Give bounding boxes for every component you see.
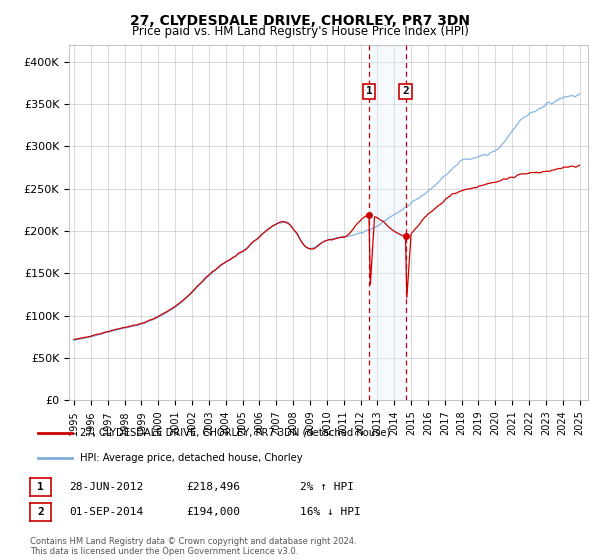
Text: This data is licensed under the Open Government Licence v3.0.: This data is licensed under the Open Gov… bbox=[30, 548, 298, 557]
Text: 2: 2 bbox=[37, 507, 44, 517]
Text: 2% ↑ HPI: 2% ↑ HPI bbox=[300, 482, 354, 492]
Text: 1: 1 bbox=[365, 86, 373, 96]
Text: Contains HM Land Registry data © Crown copyright and database right 2024.: Contains HM Land Registry data © Crown c… bbox=[30, 538, 356, 547]
Text: 27, CLYDESDALE DRIVE, CHORLEY, PR7 3DN: 27, CLYDESDALE DRIVE, CHORLEY, PR7 3DN bbox=[130, 14, 470, 28]
Text: 2: 2 bbox=[402, 86, 409, 96]
Text: £218,496: £218,496 bbox=[186, 482, 240, 492]
Bar bbox=[369, 45, 406, 400]
Text: £194,000: £194,000 bbox=[186, 507, 240, 517]
Text: 27, CLYDESDALE DRIVE, CHORLEY, PR7 3DN (detached house): 27, CLYDESDALE DRIVE, CHORLEY, PR7 3DN (… bbox=[80, 428, 391, 438]
Text: 16% ↓ HPI: 16% ↓ HPI bbox=[300, 507, 361, 517]
Text: Price paid vs. HM Land Registry's House Price Index (HPI): Price paid vs. HM Land Registry's House … bbox=[131, 25, 469, 38]
Text: 1: 1 bbox=[37, 482, 44, 492]
Text: 28-JUN-2012: 28-JUN-2012 bbox=[69, 482, 143, 492]
Text: HPI: Average price, detached house, Chorley: HPI: Average price, detached house, Chor… bbox=[80, 452, 303, 463]
Text: 01-SEP-2014: 01-SEP-2014 bbox=[69, 507, 143, 517]
